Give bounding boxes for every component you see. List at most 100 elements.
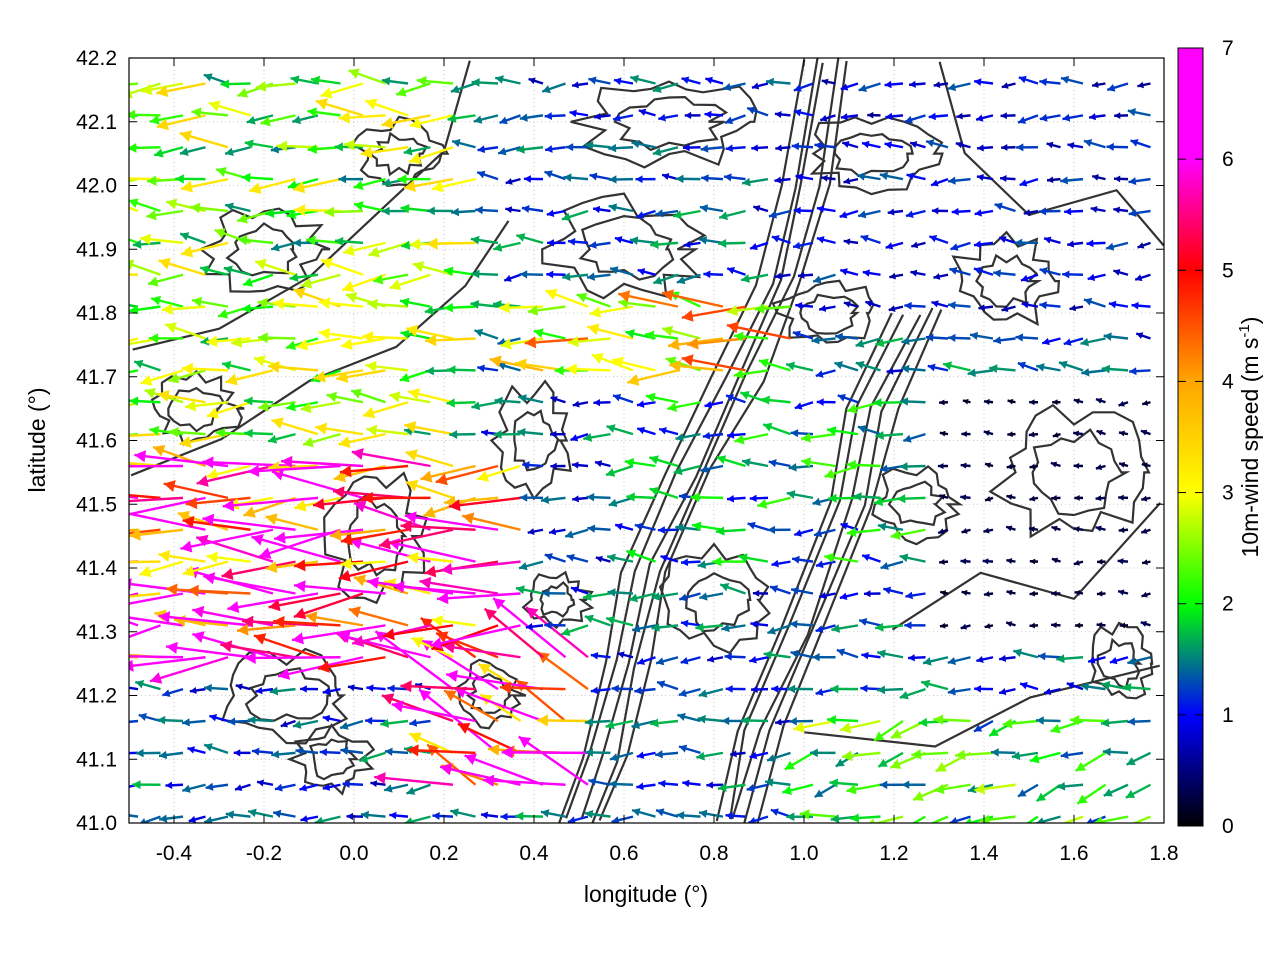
wind-arrow (752, 589, 769, 597)
y-tick-label: 41.2 (76, 685, 117, 708)
wind-arrow (834, 361, 859, 372)
contour-line (308, 738, 360, 781)
wind-arrow (129, 396, 161, 406)
wind-arrow (265, 560, 319, 574)
wind-arrow (224, 146, 251, 157)
wind-arrow (638, 108, 656, 117)
wind-arrow (801, 457, 836, 468)
wind-arrow (649, 455, 679, 468)
wind-arrow (432, 812, 454, 820)
wind-arrow (1141, 495, 1151, 502)
contour-line (743, 307, 934, 823)
wind-arrow (635, 209, 656, 219)
colorbar-tick-label: 3 (1222, 482, 1234, 505)
wind-arrow (500, 337, 544, 350)
wind-arrow (771, 235, 791, 245)
contour-line (539, 580, 576, 618)
contour-line (938, 61, 1164, 247)
wind-arrow (949, 815, 971, 823)
wind-arrow (1141, 559, 1151, 566)
wind-arrow (407, 744, 476, 757)
wind-arrow (649, 718, 679, 728)
wind-arrow (1080, 682, 1106, 691)
wind-arrow (132, 239, 161, 249)
wind-arrow (699, 204, 724, 213)
wind-arrow (572, 495, 589, 503)
wind-arrow (947, 687, 971, 696)
wind-arrow (1073, 398, 1084, 405)
wind-arrow (447, 113, 476, 123)
wind-arrow (846, 783, 881, 795)
wind-arrow (839, 592, 859, 600)
wind-arrow (499, 114, 521, 125)
wind-arrow (1039, 301, 1061, 310)
wind-arrow (877, 522, 904, 531)
wind-arrow (326, 391, 364, 404)
wind-arrow (476, 464, 521, 482)
contour-line (225, 222, 298, 277)
wind-arrow (461, 512, 521, 531)
wind-arrow (1095, 464, 1106, 471)
wind-arrow (272, 809, 296, 818)
wind-arrow (904, 301, 926, 310)
wind-arrow (416, 75, 454, 87)
contour-line (167, 386, 225, 433)
contour-line (244, 667, 332, 722)
wind-arrow (725, 144, 746, 153)
wind-arrow (576, 292, 611, 308)
wind-arrow (1114, 112, 1129, 119)
wind-arrow (1038, 207, 1061, 216)
wind-arrow (933, 714, 971, 725)
wind-arrow (237, 235, 274, 246)
wind-arrow (857, 209, 881, 219)
wind-arrow (589, 305, 634, 318)
wind-arrow (626, 492, 656, 502)
wind-arrow (757, 496, 791, 509)
wind-arrow (251, 533, 341, 563)
wind-arrow (1118, 462, 1129, 468)
wind-arrow (296, 337, 341, 351)
wind-arrow (860, 234, 881, 245)
wind-arrow (681, 76, 701, 85)
wind-arrow (300, 273, 341, 289)
wind-arrow (858, 618, 881, 627)
wind-arrow (767, 624, 791, 635)
wind-arrow (931, 207, 949, 215)
wind-arrow (1019, 682, 1039, 691)
wind-arrow (609, 751, 634, 762)
wind-arrow (877, 751, 904, 768)
wind-arrow (399, 297, 431, 308)
wind-arrow (1058, 360, 1084, 372)
contour-line (756, 309, 943, 823)
wind-arrow (769, 585, 791, 595)
wind-arrow (338, 111, 386, 124)
wind-arrow (765, 77, 791, 87)
wind-arrow (409, 718, 431, 727)
wind-arrow (785, 361, 814, 372)
wind-arrow (566, 553, 589, 563)
wind-arrow (384, 747, 409, 756)
wind-arrow (475, 206, 499, 215)
wind-arrow (129, 238, 139, 245)
wind-arrow (189, 686, 206, 694)
wind-arrow (1052, 432, 1061, 438)
wind-arrow (649, 486, 679, 500)
wind-arrow (447, 365, 476, 375)
wind-arrow (426, 206, 454, 216)
wind-arrow (338, 560, 409, 582)
wind-arrow (734, 432, 769, 445)
wind-arrow (187, 746, 206, 755)
wind-arrow (611, 356, 656, 372)
wind-arrow (1046, 141, 1061, 149)
wind-arrow (766, 751, 791, 763)
wind-arrow (645, 392, 679, 404)
wind-arrow (862, 269, 881, 277)
wind-arrow (636, 426, 656, 436)
wind-arrow (969, 331, 994, 340)
wind-arrow (420, 464, 476, 483)
wind-arrow (617, 290, 679, 308)
wind-arrow (381, 693, 454, 723)
wind-arrow (717, 783, 746, 792)
wind-arrow (606, 424, 634, 436)
wind-arrow (1051, 590, 1061, 597)
